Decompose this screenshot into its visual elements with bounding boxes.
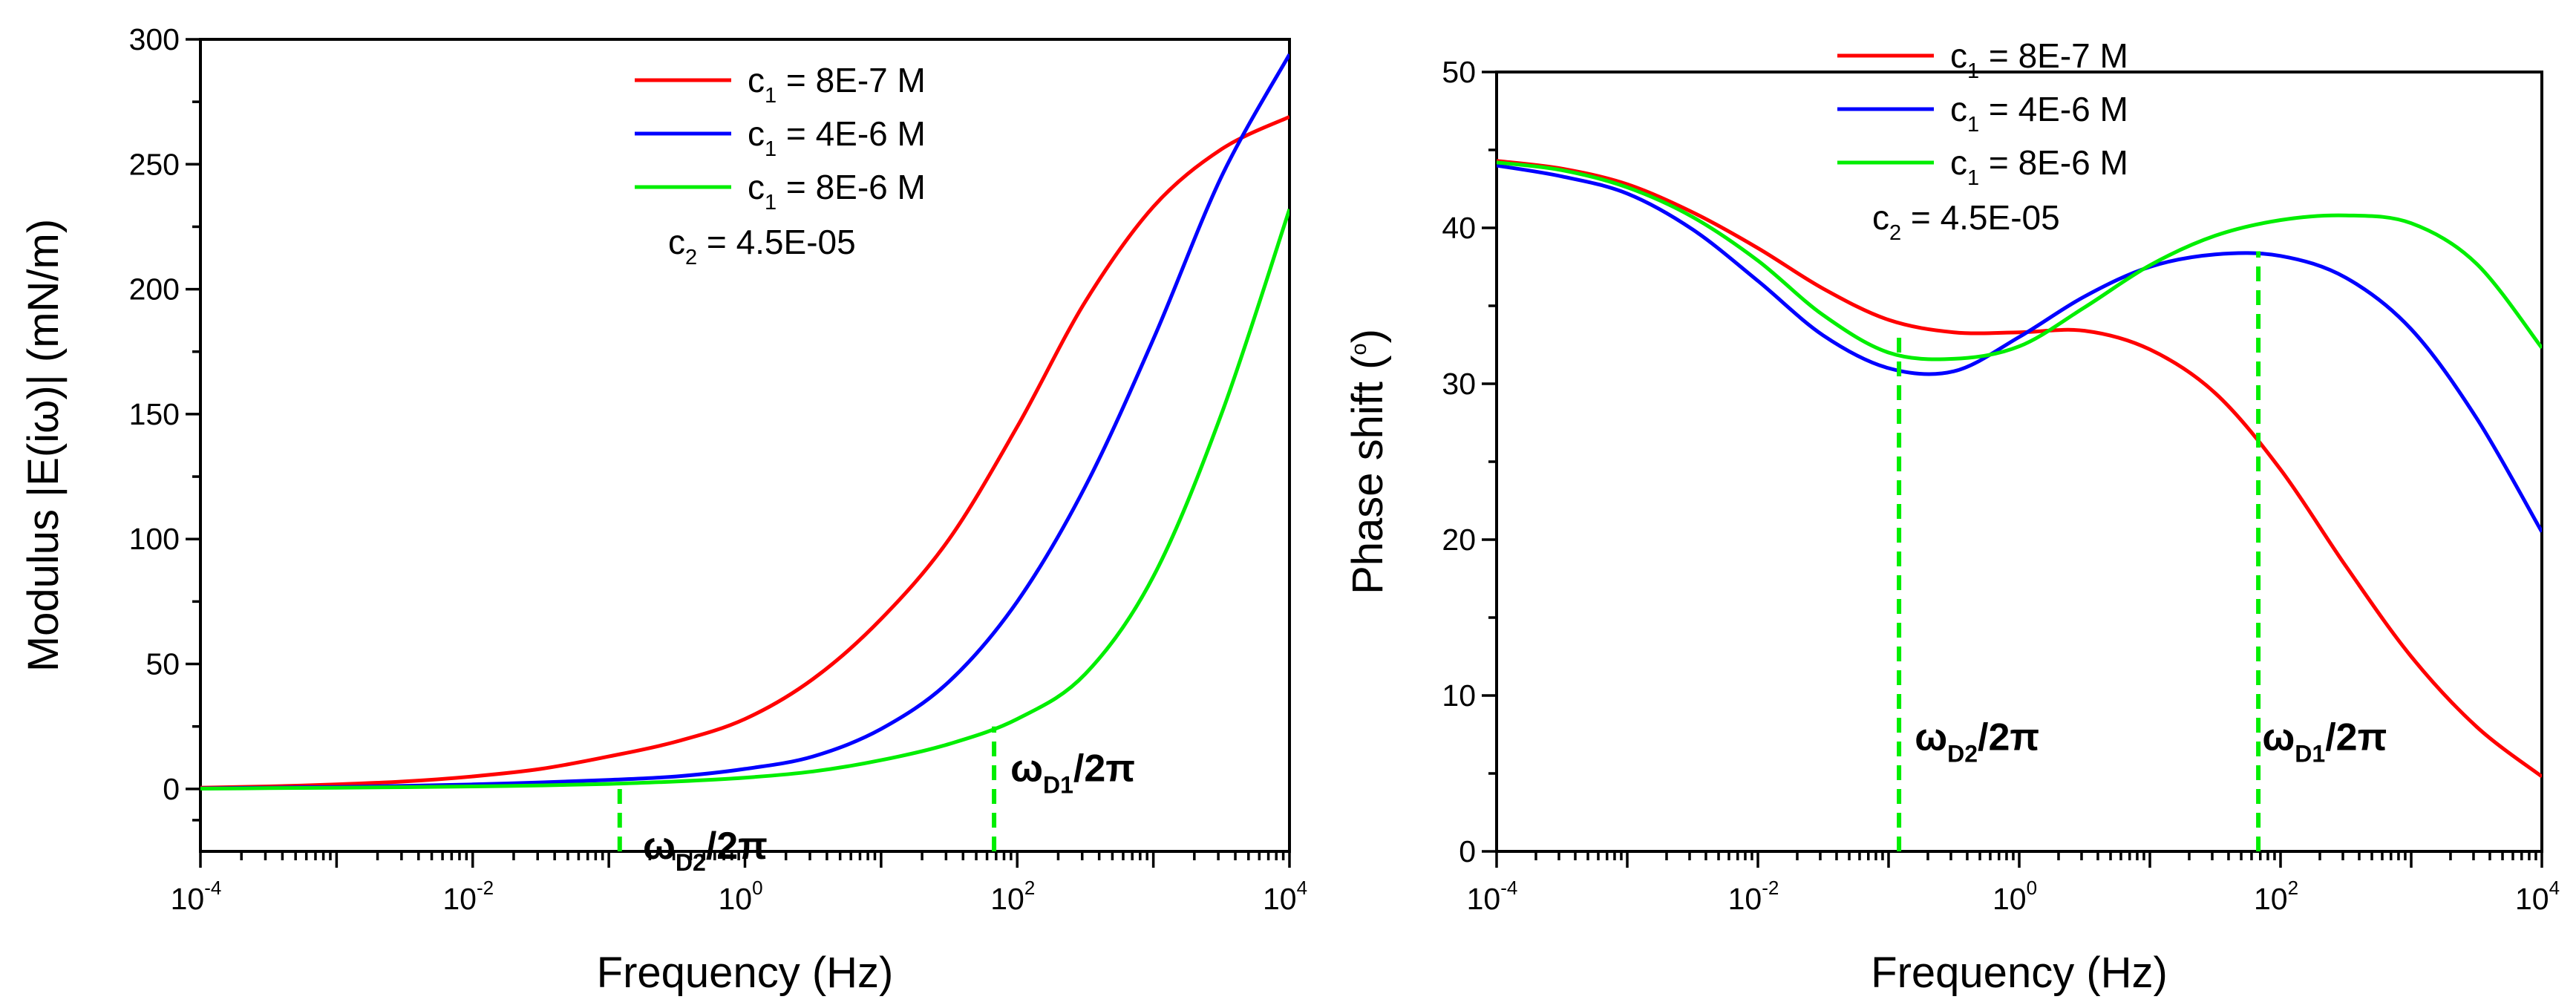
y-tick-label: 40 [1442, 211, 1476, 245]
y-tick-label: 30 [1442, 367, 1476, 401]
legend-label: c1 = 8E-6 M [748, 168, 926, 215]
x-tick-label: 10-4 [171, 877, 222, 916]
series-line-2 [1497, 163, 2542, 533]
x-tick-label: 100 [718, 877, 762, 916]
legend-label: c1 = 8E-6 M [1950, 143, 2128, 190]
y-tick-label: 20 [1442, 523, 1476, 557]
y-tick-label: 150 [129, 397, 180, 431]
chart-1: 0 50 100 150 200 250 300 10-4 10-2 100 102 104 Frequ… [19, 22, 1307, 997]
y-axis-title: Modulus |E(iω)| (mN/m) [19, 219, 68, 672]
y-tick-label: 50 [146, 647, 180, 681]
y-tick-label: 200 [129, 272, 180, 307]
x-tick-label: 102 [990, 877, 1035, 916]
y-tick-label: 300 [129, 22, 180, 56]
marker-label-D1: ωD1/2π [2262, 716, 2387, 768]
legend-label: c1 = 4E-6 M [748, 114, 926, 161]
x-tick-label: 10-2 [1728, 877, 1779, 916]
x-tick-label: 104 [1263, 877, 1307, 916]
x-tick-label: 102 [2254, 877, 2298, 916]
marker-label-D2: ωD2/2π [643, 825, 768, 876]
marker-label-D1: ωD1/2π [1010, 747, 1135, 799]
x-tick-label: 10-2 [442, 877, 494, 916]
x-axis-title: Frequency (Hz) [1871, 949, 2168, 997]
marker-label-D2: ωD2/2π [1915, 716, 2039, 768]
chart-2: 0 10 20 30 40 50 10-4 10-2 100 102 104 Frequency (H… [1344, 36, 2560, 997]
y-tick-label: 100 [129, 522, 180, 556]
x-tick-label: 104 [2515, 877, 2560, 916]
y-tick-label: 0 [1459, 834, 1476, 868]
legend-label: c1 = 4E-6 M [1950, 90, 2128, 137]
legend: c1 = 8E-7 M c1 = 4E-6 M c1 = 8E-6 M c2 = 4.… [635, 61, 926, 269]
legend-label: c1 = 8E-7 M [1950, 36, 2128, 83]
series-line-2 [200, 53, 1289, 791]
legend-note: c2 = 4.5E-05 [1872, 198, 2060, 245]
legend-note: c2 = 4.5E-05 [668, 223, 856, 269]
series-line-1 [200, 115, 1289, 790]
x-tick-label: 100 [1993, 877, 2037, 916]
y-tick-label: 250 [129, 147, 180, 181]
legend: c1 = 8E-7 M c1 = 4E-6 M c1 = 8E-6 M c2 = 4.… [1837, 36, 2128, 245]
series-line-3 [1497, 160, 2542, 361]
y-tick-label: 50 [1442, 55, 1476, 89]
plot-frame [199, 38, 1291, 853]
series-line-3 [200, 209, 1289, 791]
x-axis-title: Frequency (Hz) [597, 949, 894, 997]
y-tick-label: 10 [1442, 678, 1476, 713]
series-line-1 [1497, 159, 2542, 779]
legend-label: c1 = 8E-7 M [748, 61, 926, 108]
y-axis-title: Phase shift (o) [1344, 329, 1392, 595]
x-tick-label: 10-4 [1467, 877, 1518, 916]
y-tick-label: 0 [163, 772, 180, 806]
